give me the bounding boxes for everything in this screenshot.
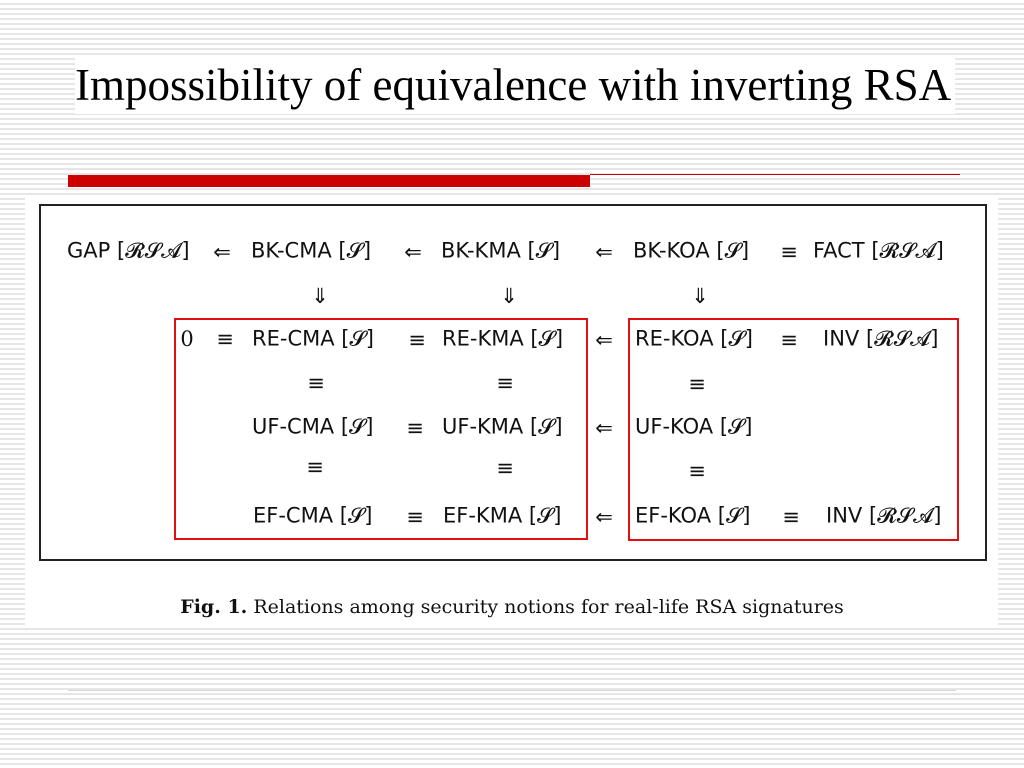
node-re-kma: RE-KMA [𝓢]: [442, 326, 564, 351]
equiv-symbol: ≡: [307, 371, 325, 395]
equiv-symbol: ≡: [496, 456, 514, 480]
implies-down-symbol: ⇓: [311, 284, 329, 308]
node-re-cma: RE-CMA [𝓢]: [252, 326, 374, 351]
node-inv-rsa: INV [𝓡𝓢𝓐]: [826, 503, 942, 528]
slide-title: Impossibility of equivalence with invert…: [75, 56, 955, 114]
node-ef-kma: EF-KMA [𝓢]: [443, 503, 562, 528]
node-bk-koa: BK-KOA [𝓢]: [633, 238, 750, 263]
node-uf-kma: UF-KMA [𝓢]: [442, 414, 563, 439]
implies-left-symbol: ⇐: [213, 240, 231, 264]
equiv-symbol: ≡: [688, 459, 706, 483]
implies-left-symbol: ⇐: [595, 505, 613, 529]
node-gap-rsa: GAP [𝓡𝓢𝓐]: [67, 238, 190, 263]
node-ef-cma: EF-CMA [𝓢]: [253, 503, 373, 528]
equiv-symbol: ≡: [306, 455, 324, 479]
title-accent-bar: [68, 175, 590, 187]
equiv-symbol: ≡: [408, 328, 426, 352]
figure-frame: [39, 204, 987, 561]
cma-kma-equivalence-box: [174, 318, 588, 540]
equiv-symbol: ≡: [780, 240, 798, 264]
equiv-symbol: ≡: [216, 327, 234, 351]
footer-divider-line: [68, 690, 956, 691]
equiv-symbol: ≡: [496, 371, 514, 395]
figure-caption: Fig. 1. Relations among security notions…: [0, 596, 1024, 618]
implies-left-symbol: ⇐: [595, 416, 613, 440]
implies-down-symbol: ⇓: [500, 284, 518, 308]
node-inv-rsa: INV [𝓡𝓢𝓐]: [823, 326, 939, 351]
equiv-symbol: ≡: [782, 505, 800, 529]
node-bk-kma: BK-KMA [𝓢]: [441, 238, 561, 263]
node-uf-cma: UF-CMA [𝓢]: [252, 414, 374, 439]
caption-label: Fig. 1.: [180, 596, 248, 618]
implies-left-symbol: ⇐: [404, 240, 422, 264]
title-divider-line: [590, 174, 960, 175]
koa-equivalence-box: [628, 318, 959, 541]
node-re-koa: RE-KOA [𝓢]: [635, 326, 753, 351]
caption-text: Relations among security notions for rea…: [247, 596, 844, 618]
equiv-symbol: ≡: [406, 505, 424, 529]
equiv-symbol: ≡: [780, 328, 798, 352]
equiv-symbol: ≡: [688, 372, 706, 396]
implies-left-symbol: ⇐: [595, 328, 613, 352]
node-zero: 0: [180, 327, 194, 351]
node-ef-koa: EF-KOA [𝓢]: [635, 503, 751, 528]
equiv-symbol: ≡: [406, 416, 424, 440]
node-bk-cma: BK-CMA [𝓢]: [251, 238, 372, 263]
node-fact-rsa: FACT [𝓡𝓢𝓐]: [813, 238, 944, 263]
implies-left-symbol: ⇐: [595, 240, 613, 264]
node-uf-koa: UF-KOA [𝓢]: [635, 414, 753, 439]
implies-down-symbol: ⇓: [691, 284, 709, 308]
